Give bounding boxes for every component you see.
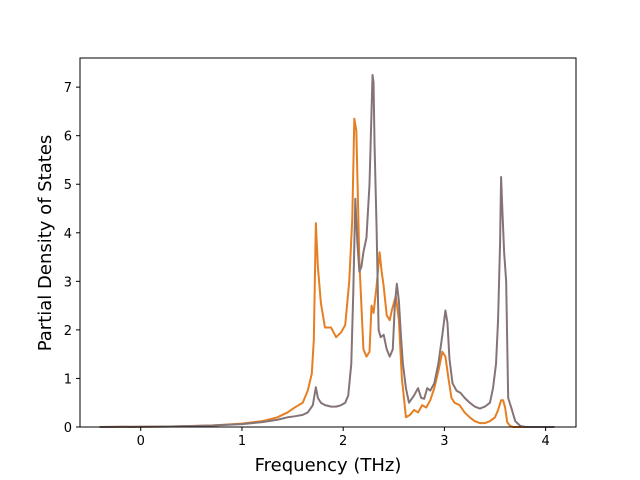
plot-frame [79, 57, 577, 428]
series-line-2 [99, 73, 555, 428]
y-tick-label: 5 [64, 178, 72, 193]
series-line-1 [99, 117, 555, 428]
x-tick-label: 0 [137, 434, 145, 449]
y-tick-label: 1 [64, 372, 72, 387]
x-tick-label: 3 [440, 434, 448, 449]
y-tick-label: 3 [64, 275, 72, 290]
x-axis-ticks: 0 1 2 3 4 [137, 427, 550, 449]
x-axis-label: Frequency (THz) [255, 455, 402, 476]
x-tick-label: 4 [541, 434, 549, 449]
y-axis-ticks: 0 1 2 3 4 5 6 7 [64, 81, 80, 436]
y-axis-label: Partial Density of States [35, 135, 56, 352]
series-group [99, 73, 555, 428]
y-tick-label: 0 [64, 421, 72, 436]
plot-area [80, 58, 576, 427]
y-tick-label: 7 [64, 81, 72, 96]
x-tick-label: 2 [339, 434, 347, 449]
y-tick-label: 6 [64, 130, 72, 145]
y-tick-label: 2 [64, 324, 72, 339]
x-tick-label: 1 [238, 434, 246, 449]
y-tick-label: 4 [64, 227, 72, 242]
